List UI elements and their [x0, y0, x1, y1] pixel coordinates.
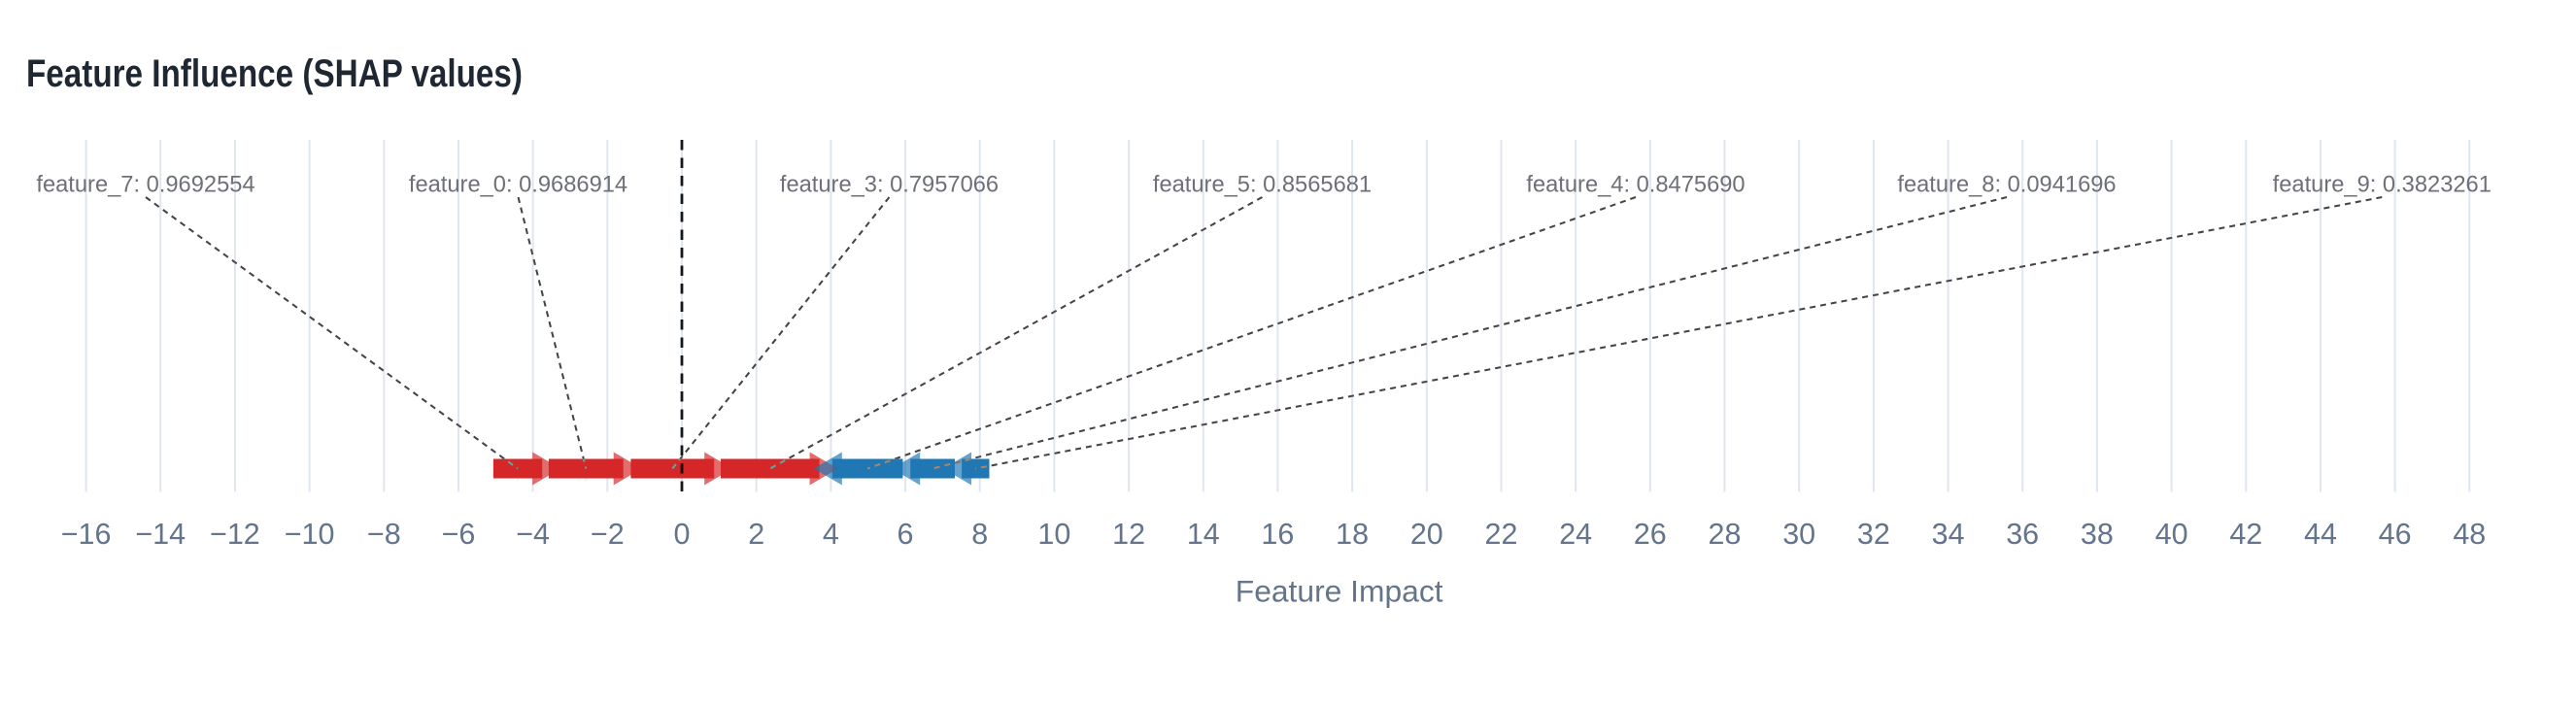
svg-text:8: 8: [971, 518, 988, 551]
svg-text:48: 48: [2453, 518, 2486, 551]
svg-text:feature_9: 0.3823261: feature_9: 0.3823261: [2273, 173, 2491, 198]
svg-text:14: 14: [1187, 518, 1220, 551]
svg-text:feature_5: 0.8565681: feature_5: 0.8565681: [1153, 173, 1372, 198]
svg-text:−10: −10: [285, 518, 335, 551]
svg-text:feature_7: 0.9692554: feature_7: 0.9692554: [36, 173, 254, 198]
svg-text:Feature Impact: Feature Impact: [1236, 573, 1443, 608]
svg-text:0: 0: [674, 518, 691, 551]
svg-text:18: 18: [1336, 518, 1369, 551]
svg-text:−16: −16: [61, 518, 112, 551]
svg-text:32: 32: [1857, 518, 1890, 551]
svg-text:40: 40: [2155, 518, 2188, 551]
svg-text:−8: −8: [367, 518, 401, 551]
svg-text:24: 24: [1559, 518, 1592, 551]
svg-text:−12: −12: [210, 518, 260, 551]
svg-text:20: 20: [1410, 518, 1443, 551]
svg-text:2: 2: [748, 518, 764, 551]
svg-text:feature_8: 0.0941696: feature_8: 0.0941696: [1897, 173, 2116, 198]
svg-text:4: 4: [823, 518, 839, 551]
svg-text:22: 22: [1485, 518, 1518, 551]
svg-text:44: 44: [2304, 518, 2337, 551]
svg-text:Feature Influence (SHAP values: Feature Influence (SHAP values): [26, 51, 523, 95]
svg-text:−4: −4: [516, 518, 550, 551]
svg-text:16: 16: [1261, 518, 1294, 551]
svg-text:6: 6: [898, 518, 914, 551]
svg-text:42: 42: [2229, 518, 2262, 551]
svg-text:46: 46: [2379, 518, 2412, 551]
svg-text:10: 10: [1037, 518, 1070, 551]
svg-text:feature_4: 0.8475690: feature_4: 0.8475690: [1526, 173, 1745, 198]
svg-text:26: 26: [1634, 518, 1667, 551]
svg-text:30: 30: [1782, 518, 1815, 551]
svg-text:12: 12: [1112, 518, 1145, 551]
svg-text:34: 34: [1932, 518, 1965, 551]
svg-text:28: 28: [1709, 518, 1742, 551]
svg-text:feature_0: 0.9686914: feature_0: 0.9686914: [409, 173, 627, 198]
svg-text:36: 36: [2006, 518, 2039, 551]
svg-text:−14: −14: [135, 518, 186, 551]
svg-text:feature_3: 0.7957066: feature_3: 0.7957066: [780, 173, 999, 198]
svg-text:38: 38: [2081, 518, 2114, 551]
svg-text:−6: −6: [442, 518, 476, 551]
svg-text:−2: −2: [591, 518, 625, 551]
